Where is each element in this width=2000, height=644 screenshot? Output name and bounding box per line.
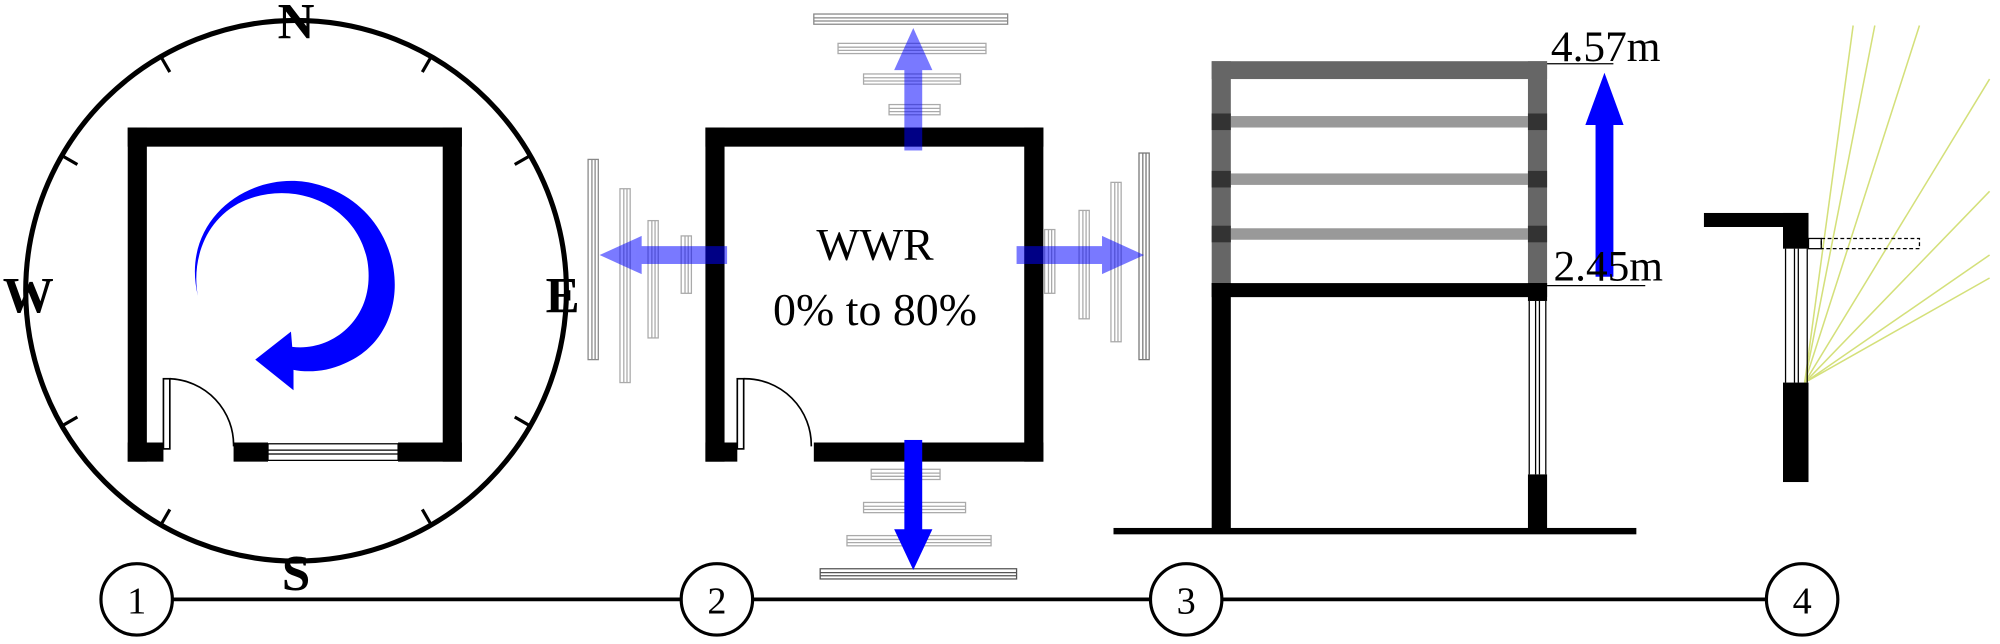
step-circle xyxy=(1148,562,1224,637)
panel-wwr: WWR 0% to 80% xyxy=(587,13,1150,580)
compass-tick xyxy=(61,415,79,428)
step-number: 2 xyxy=(707,580,726,622)
compass-tick xyxy=(159,55,172,73)
shading-window xyxy=(1784,248,1808,383)
compass-tick xyxy=(159,508,172,526)
window-1 xyxy=(267,443,399,462)
wwr-label: WWR xyxy=(816,219,934,270)
compass-tick xyxy=(61,154,79,166)
room-plan-2 xyxy=(705,127,1044,462)
arrow-south-icon xyxy=(894,439,933,571)
compass-west: W xyxy=(3,268,54,324)
window-variant xyxy=(647,219,659,339)
window-variant xyxy=(819,568,1018,580)
compass-tick xyxy=(513,154,531,166)
section-window xyxy=(1528,300,1547,475)
arrow-east-icon xyxy=(1016,235,1145,275)
panel-shading xyxy=(1703,25,1991,483)
step-number: 1 xyxy=(127,580,146,622)
arrow-west-icon xyxy=(599,235,728,275)
compass-tick xyxy=(420,55,433,73)
compass-north: N xyxy=(278,0,315,50)
door-1 xyxy=(162,377,235,450)
compass-tick xyxy=(420,508,433,526)
panel-orientation: N S W E xyxy=(3,0,580,602)
compass-tick xyxy=(513,415,531,428)
arrow-north-icon xyxy=(894,28,933,151)
upper-frame xyxy=(1211,61,1548,285)
window-variant xyxy=(1078,209,1090,320)
compass-ticks xyxy=(61,55,531,526)
window-variant xyxy=(813,13,1009,25)
step-number: 4 xyxy=(1793,580,1812,622)
wwr-range: 0% to 80% xyxy=(773,284,977,335)
compass-east: E xyxy=(546,268,580,324)
step-number: 3 xyxy=(1177,580,1196,622)
height-arrow-icon xyxy=(1585,72,1624,277)
step-timeline: 1 2 3 4 xyxy=(99,562,1840,637)
window-variant xyxy=(619,188,631,384)
overhang-variable xyxy=(1807,237,1921,250)
window-variant xyxy=(680,235,693,294)
door-2 xyxy=(736,377,813,450)
lower-structure xyxy=(1113,283,1637,535)
sun-rays xyxy=(1803,25,1991,384)
compass-ring xyxy=(23,17,569,564)
step-circle xyxy=(1764,562,1840,637)
rotation-arrow-icon xyxy=(194,180,395,391)
step-circle xyxy=(679,562,755,637)
height-top-label: 4.57m xyxy=(1551,23,1661,71)
room-plan-1 xyxy=(127,127,462,462)
step-circle xyxy=(99,562,174,637)
shading-wall xyxy=(1703,212,1809,483)
height-bottom-label: 2.45m xyxy=(1553,243,1663,291)
compass-south: S xyxy=(282,546,310,602)
window-variant xyxy=(587,158,599,361)
panel-section: 4.57m 2.45m xyxy=(1113,23,1663,535)
